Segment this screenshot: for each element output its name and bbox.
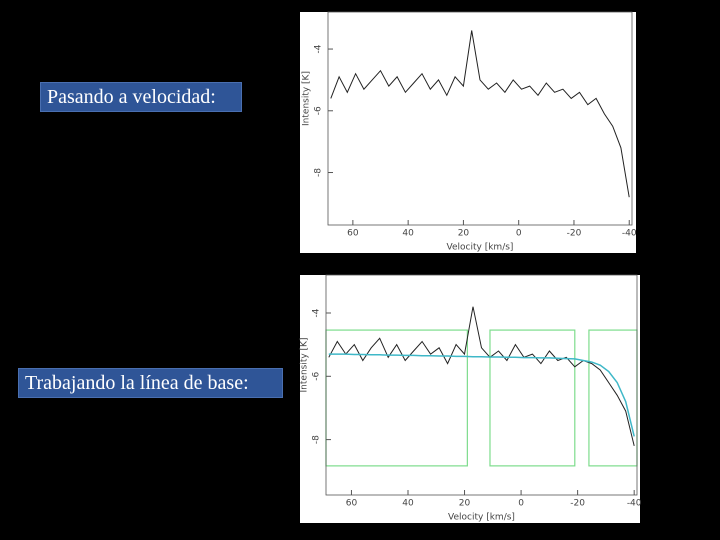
baseline-window <box>489 329 576 467</box>
y-axis-title: Intensity [K] <box>300 338 310 393</box>
figure-background <box>300 275 640 523</box>
x-tick-label: 60 <box>346 499 358 509</box>
y-tick-label: -6 <box>314 106 324 115</box>
x-tick-label: -40 <box>627 499 642 509</box>
caption-box: Trabajando la línea de base: <box>18 368 283 398</box>
x-tick-label: 0 <box>516 229 522 239</box>
spectrum-line <box>330 30 630 198</box>
x-tick-label: 20 <box>459 499 471 509</box>
x-tick-label: 60 <box>347 229 359 239</box>
y-tick-label: -4 <box>312 308 322 317</box>
x-tick-label: 40 <box>402 229 414 239</box>
y-tick-label: -4 <box>314 44 324 53</box>
figure-background <box>300 12 636 253</box>
plot-frame <box>327 11 633 226</box>
x-axis-title: Velocity [km/s] <box>447 243 514 253</box>
caption-box: Pasando a velocidad: <box>40 82 242 112</box>
plot-frame <box>325 274 638 496</box>
x-tick-label: 20 <box>458 229 470 239</box>
spectrum-line <box>328 353 635 437</box>
y-tick-label: -8 <box>312 435 322 444</box>
x-tick-label: 40 <box>402 499 414 509</box>
x-axis-title: Velocity [km/s] <box>448 513 515 523</box>
y-tick-label: -6 <box>312 372 322 381</box>
y-axis-title: Intensity [K] <box>302 71 312 126</box>
x-tick-label: 0 <box>518 499 524 509</box>
y-tick-label: -8 <box>314 168 324 177</box>
x-tick-label: -40 <box>622 229 637 239</box>
x-tick-label: -20 <box>567 229 582 239</box>
x-tick-label: -20 <box>570 499 585 509</box>
